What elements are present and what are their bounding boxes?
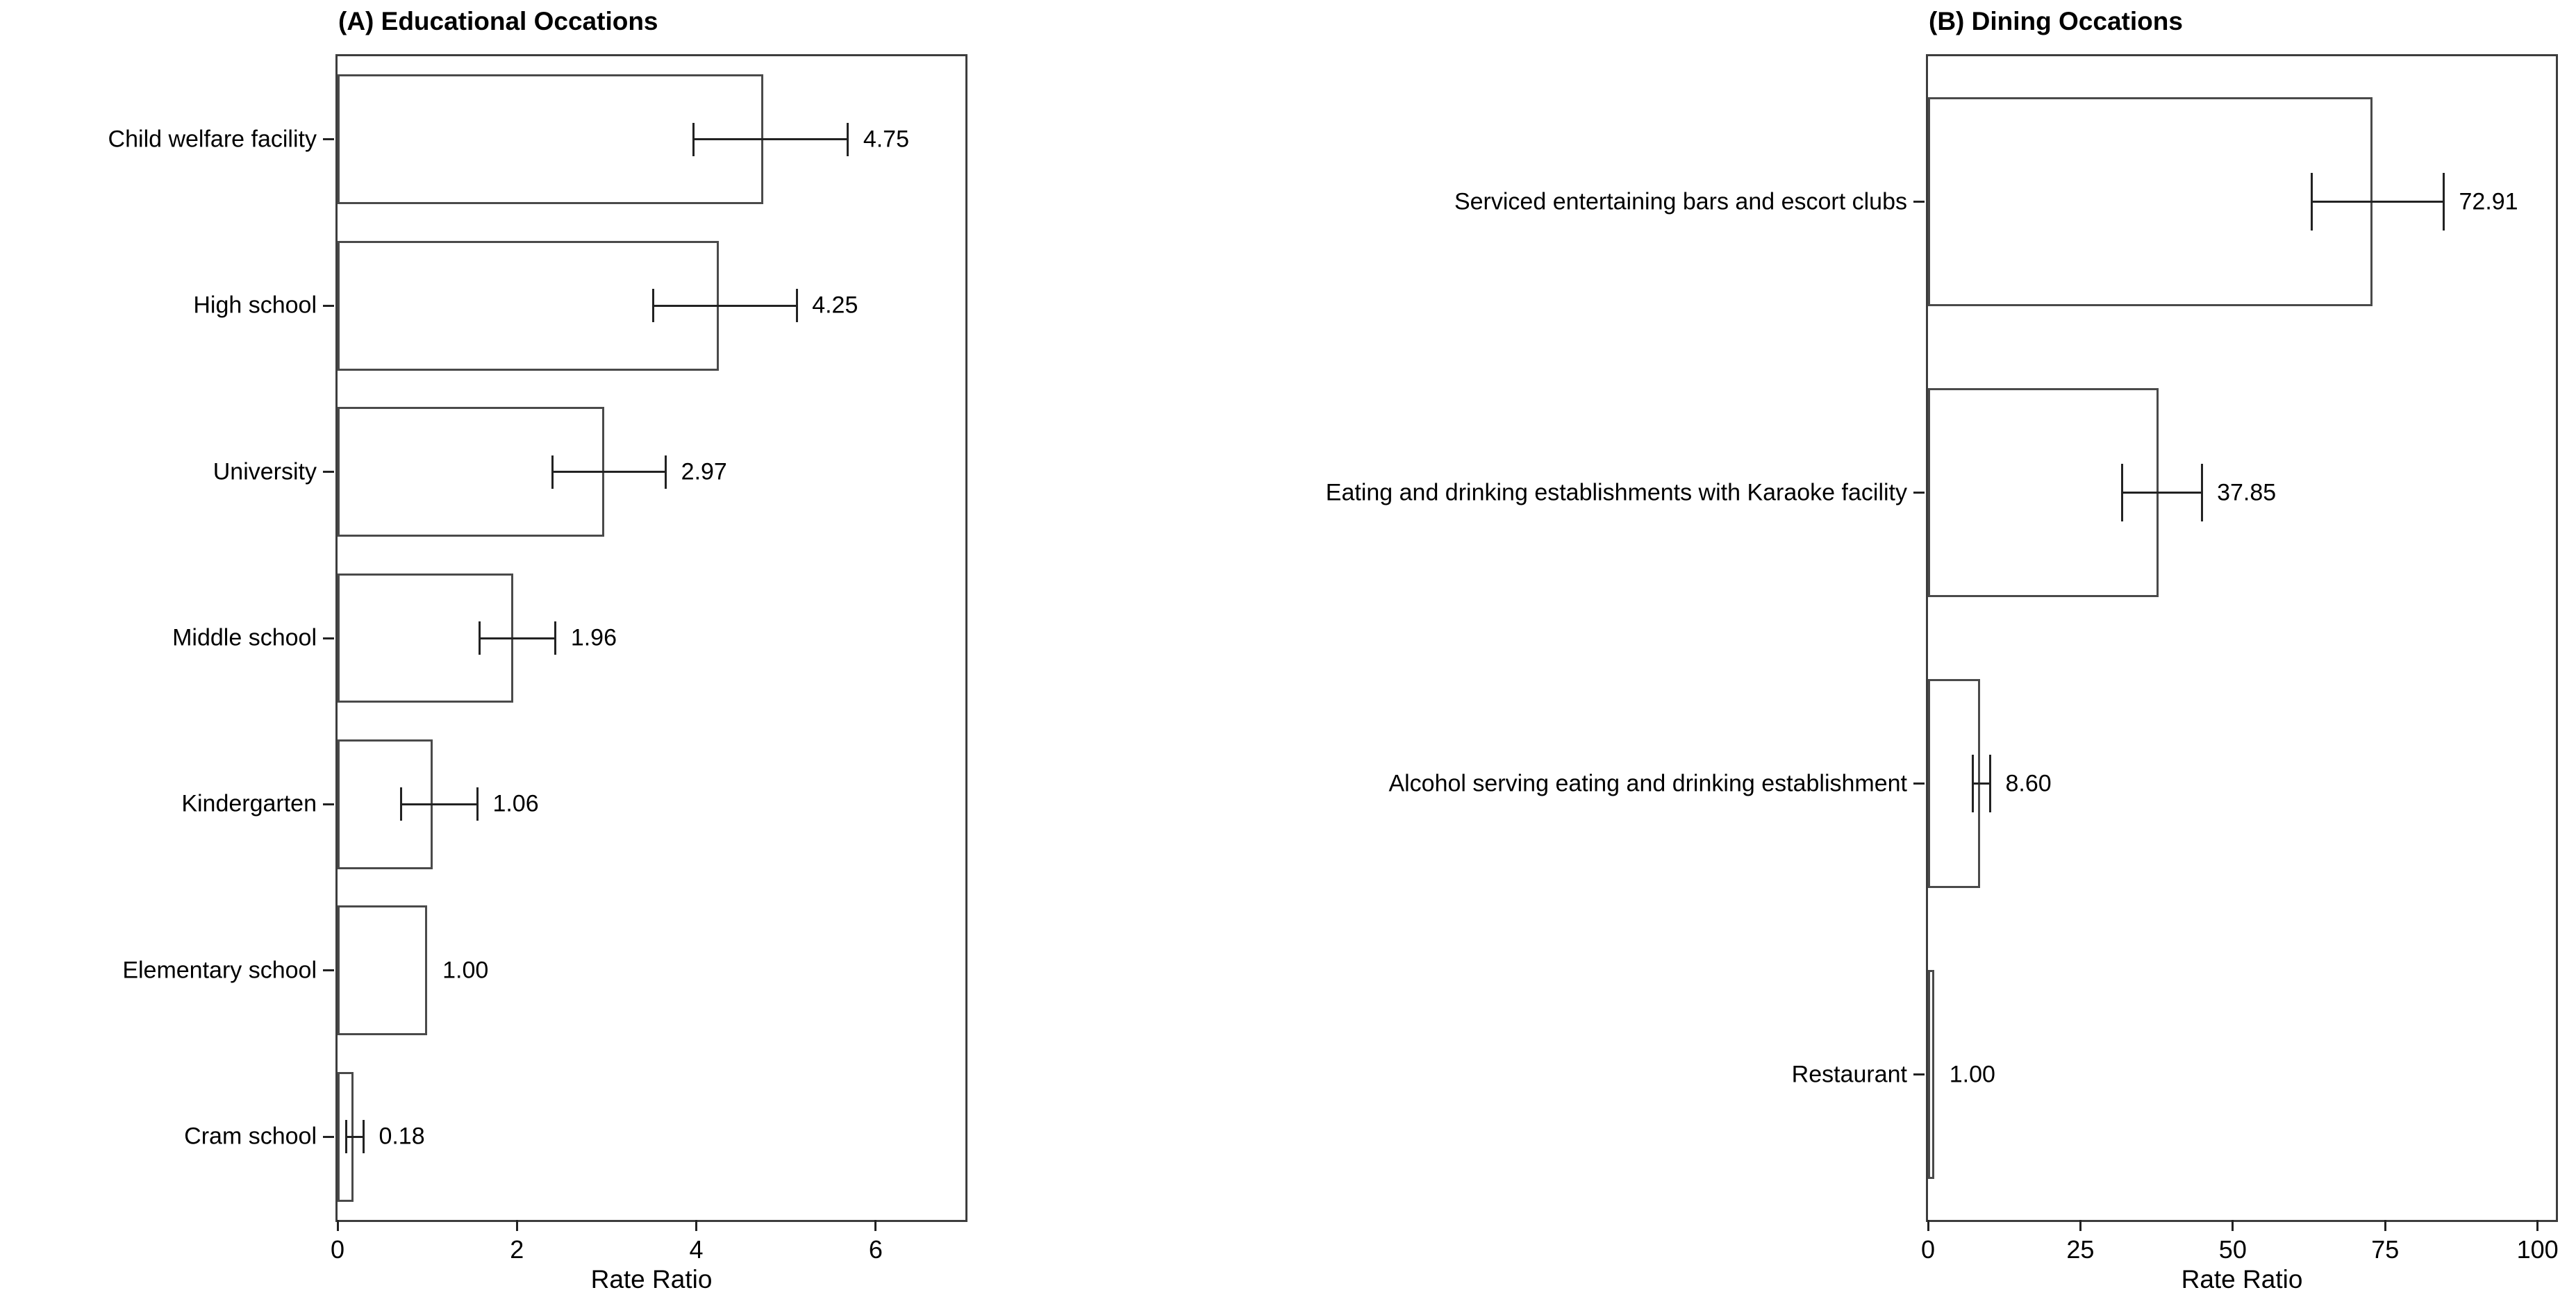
panel-a-plot: Child welfare facility 4.75 High school 4.2… [108,54,967,1264]
y-tick-high-school [323,304,334,307]
x-tick-label-100: 100 [2516,1235,2559,1264]
x-tick-label-0: 0 [1920,1235,1936,1264]
error-cap-high-high-school [795,289,798,323]
error-cap-high-middle-school [554,621,557,655]
bar-restaurant [1928,969,1934,1180]
error-bar-cram-school [346,1135,364,1138]
error-bar-kindergarten [401,803,478,805]
x-tick-label-2: 2 [510,1235,524,1264]
error-cap-high-alcohol-serving-eating-and-drinking-establishment [1989,754,1992,813]
x-tick-0 [336,1220,339,1231]
y-tick-restaurant [1913,1073,1925,1075]
x-tick-2 [515,1220,518,1231]
error-bar-high-school [653,304,797,307]
error-bar-alcohol-serving-eating-and-drinking-establishment [1972,782,1991,785]
x-tick-75 [2384,1220,2386,1231]
error-cap-low-university [551,455,554,489]
x-tick-4 [695,1220,698,1231]
category-label-child-welfare-facility: Child welfare facility [108,126,317,153]
y-tick-alcohol-serving-eating-and-drinking-establishment [1913,782,1925,785]
category-label-cram-school: Cram school [184,1123,317,1150]
x-tick-100 [2536,1220,2539,1231]
bar-serviced-entertaining-bars-and-escort-clubs [1928,97,2373,307]
error-cap-low-child-welfare-facility [692,122,695,156]
bar-elementary-school [338,905,428,1036]
x-tick-label-75: 75 [2371,1235,2400,1264]
category-label-serviced-entertaining-bars-and-escort-clubs: Serviced entertaining bars and escort cl… [1454,188,1907,215]
x-tick-6 [874,1220,877,1231]
error-cap-high-university [665,455,667,489]
category-label-elementary-school: Elementary school [122,957,317,984]
error-bar-serviced-entertaining-bars-and-escort-clubs [2311,201,2444,203]
value-label-middle-school: 1.96 [570,624,617,651]
category-label-university: University [213,458,317,485]
bar-eating-and-drinking-establishments-with-karaoke-facility [1928,387,2159,598]
category-label-restaurant: Restaurant [1791,1061,1907,1087]
panel-a-title: (A) Educational Occations [338,7,658,35]
y-tick-kindergarten [323,803,334,805]
error-cap-high-eating-and-drinking-establishments-with-karaoke-facility [2200,463,2203,522]
value-label-kindergarten: 1.06 [492,790,539,817]
value-label-cram-school: 0.18 [379,1123,425,1150]
y-tick-serviced-entertaining-bars-and-escort-clubs [1913,201,1925,203]
y-tick-cram-school [323,1135,334,1138]
value-label-serviced-entertaining-bars-and-escort-clubs: 72.91 [2459,188,2518,215]
category-label-kindergarten: Kindergarten [181,790,317,817]
error-cap-high-cram-school [362,1120,365,1154]
value-label-restaurant: 1.00 [1949,1061,1995,1087]
y-tick-middle-school [323,637,334,639]
value-label-elementary-school: 1.00 [442,957,489,984]
value-label-child-welfare-facility: 4.75 [863,126,909,153]
error-cap-low-cram-school [345,1120,348,1154]
value-label-eating-and-drinking-establishments-with-karaoke-facility: 37.85 [2217,479,2277,505]
y-tick-elementary-school [323,969,334,972]
error-bar-middle-school [479,637,556,639]
category-label-high-school: High school [193,292,317,319]
y-tick-university [323,471,334,474]
panel-a-xlabel: Rate Ratio [590,1265,713,1294]
error-cap-high-kindergarten [476,787,479,821]
value-label-alcohol-serving-eating-and-drinking-establishment: 8.60 [2005,770,2052,796]
category-label-alcohol-serving-eating-and-drinking-establishment: Alcohol serving eating and drinking esta… [1388,770,1907,796]
error-bar-eating-and-drinking-establishments-with-karaoke-facility [2122,492,2202,494]
value-label-university: 2.97 [681,458,727,485]
error-cap-low-high-school [652,289,655,323]
x-tick-label-4: 4 [689,1235,704,1264]
bar-child-welfare-facility [338,74,764,205]
x-tick-50 [2232,1220,2234,1231]
x-tick-label-0: 0 [330,1235,345,1264]
error-cap-low-serviced-entertaining-bars-and-escort-clubs [2310,172,2313,231]
x-tick-label-6: 6 [868,1235,883,1264]
x-tick-25 [2079,1220,2081,1231]
error-cap-low-eating-and-drinking-establishments-with-karaoke-facility [2121,463,2124,522]
panel-b-xlabel: Rate Ratio [2181,1265,2303,1294]
category-label-middle-school: Middle school [172,624,317,651]
category-label-eating-and-drinking-establishments-with-karaoke-facility: Eating and drinking establishments with … [1325,479,1907,505]
error-cap-low-middle-school [478,621,481,655]
error-cap-low-kindergarten [400,787,403,821]
x-tick-label-25: 25 [2066,1235,2095,1264]
y-tick-eating-and-drinking-establishments-with-karaoke-facility [1913,492,1925,494]
x-tick-0 [1927,1220,1929,1231]
error-cap-high-child-welfare-facility [847,122,849,156]
value-label-high-school: 4.25 [812,292,858,319]
panel-b-title: (B) Dining Occations [1929,7,2183,35]
panel-b-plot: Serviced entertaining bars and escort cl… [1326,54,2559,1264]
error-cap-high-serviced-entertaining-bars-and-escort-clubs [2443,172,2445,231]
error-bar-university [552,471,666,474]
error-bar-child-welfare-facility [693,138,848,141]
y-tick-child-welfare-facility [323,138,334,141]
error-cap-low-alcohol-serving-eating-and-drinking-establishment [1971,754,1974,813]
x-tick-label-50: 50 [2218,1235,2247,1264]
